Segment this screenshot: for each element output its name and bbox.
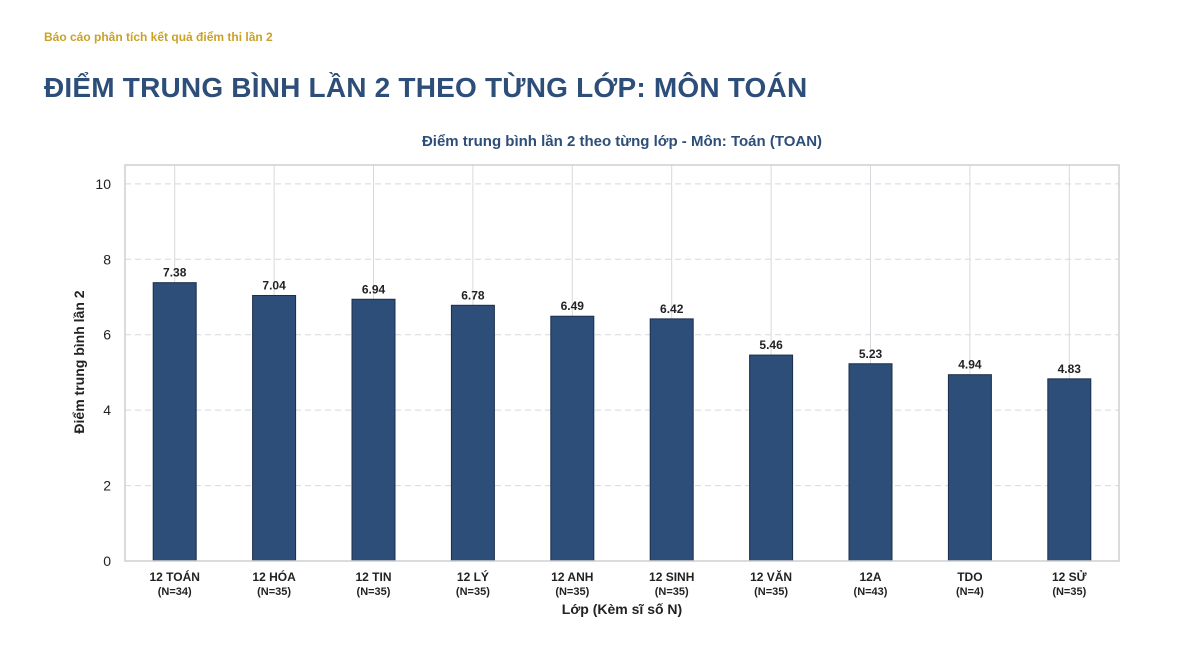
x-tick-count: (N=35) [655,586,689,598]
x-tick-label: 12 SINH [649,570,694,584]
bar [550,315,595,562]
bar-value-label: 7.38 [163,266,187,280]
bar-value-label: 4.94 [958,358,982,372]
bar-value-label: 6.42 [660,302,684,316]
x-tick-count: (N=35) [1052,586,1086,598]
bar [947,374,992,562]
chart-title: Điểm trung bình lần 2 theo từng lớp - Mô… [422,133,822,150]
bar-value-label: 6.78 [461,288,485,302]
bar-value-label: 5.46 [759,338,783,352]
bar-value-label: 6.49 [561,299,585,313]
x-tick-count: (N=35) [257,586,291,598]
x-tick-count: (N=43) [854,586,888,598]
x-tick-count: (N=34) [158,586,192,598]
x-tick-label: 12 SỬ [1052,569,1087,584]
x-tick-count: (N=35) [754,586,788,598]
x-tick-label: 12 VĂN [750,569,792,584]
bar [351,298,396,562]
bar [848,363,893,562]
y-axis-label: Điểm trung bình lần 2 [71,290,87,433]
bar-value-label: 7.04 [262,278,286,292]
bar [152,282,197,562]
bar [649,318,694,562]
bar [252,294,297,562]
bar [749,354,794,562]
x-axis-label: Lớp (Kèm sĩ số N) [562,601,682,617]
bar [450,304,495,562]
x-tick-label: 12A [859,570,881,584]
page-title: ĐIỂM TRUNG BÌNH LẦN 2 THEO TỪNG LỚP: MÔN… [44,72,808,103]
labels: 0 2 4 6 8 10 7.38 12 TOÁN (N=34) 7.04 12 HÓA (N=35)… [95,176,1086,598]
x-tick-label: 12 TIN [355,570,391,584]
x-tick-count: (N=35) [555,586,589,598]
x-tick-label: TDO [957,570,982,584]
y-tick-label: 4 [103,402,111,418]
report-kicker: Báo cáo phân tích kết quả điểm thi lần 2 [44,30,273,44]
y-tick-label: 0 [103,553,111,569]
bar [1047,378,1092,562]
bar-value-label: 6.94 [362,282,386,296]
x-tick-label: 12 LÝ [457,569,489,584]
y-tick-label: 6 [103,327,111,343]
y-tick-label: 8 [103,251,111,267]
x-tick-count: (N=35) [456,586,490,598]
y-tick-label: 10 [95,176,111,192]
y-tick-label: 2 [103,478,111,494]
x-tick-label: 12 ANH [551,570,593,584]
bar-value-label: 4.83 [1058,362,1082,376]
x-tick-label: 12 HÓA [252,569,296,584]
bar-value-label: 5.23 [859,347,883,361]
x-tick-count: (N=35) [357,586,391,598]
bars [152,282,1092,562]
plot-frame [124,164,1120,562]
x-tick-label: 12 TOÁN [149,569,199,584]
x-tick-count: (N=4) [956,586,984,598]
